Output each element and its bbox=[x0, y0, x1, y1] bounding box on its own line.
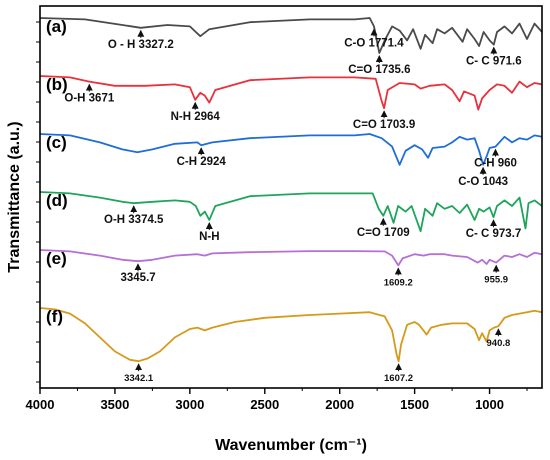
x-tick-label: 2000 bbox=[325, 397, 354, 412]
peak-annotation: C-H 2924 bbox=[177, 156, 227, 168]
series-line-f bbox=[39, 307, 543, 363]
series-line-a bbox=[39, 17, 543, 54]
plot-frame bbox=[39, 5, 543, 389]
peak-annotation: 1609.2 bbox=[384, 277, 413, 288]
x-tick-label: 4000 bbox=[26, 397, 55, 412]
peak-annotation: O - H 3327.2 bbox=[108, 39, 174, 51]
series-label: (a) bbox=[46, 17, 67, 36]
peak-annotation: C-H 960 bbox=[474, 158, 517, 170]
peak-annotation: C- C 971.6 bbox=[466, 56, 522, 68]
x-tick-label: 2500 bbox=[250, 397, 279, 412]
annotation-layer: O - H 3327.2 C=O 1735.6 C-O 1771.4 C- C 971… bbox=[64, 28, 522, 384]
x-tick-label: 3000 bbox=[175, 397, 204, 412]
x-axis-title: Wavenumber (cm⁻¹) bbox=[215, 437, 367, 454]
tick-layer: 4000 3500 3000 2500 2000 1500 1000 bbox=[26, 21, 528, 412]
series-line-b bbox=[39, 75, 543, 111]
peak-annotation: C-O 1043 bbox=[458, 176, 508, 188]
peak-annotation: C-O 1771.4 bbox=[344, 37, 404, 49]
peak-annotation: 1607.2 bbox=[384, 373, 413, 384]
y-axis-title: Transmittance (a.u.) bbox=[6, 121, 23, 272]
peak-annotation: N-H 2964 bbox=[171, 111, 221, 123]
series-line-c bbox=[39, 133, 543, 166]
series-label: (d) bbox=[46, 191, 68, 210]
series-label: (e) bbox=[46, 249, 67, 268]
peak-annotation: 3345.7 bbox=[121, 272, 156, 284]
x-tick-label: 1000 bbox=[475, 397, 504, 412]
series-label: (f) bbox=[46, 307, 63, 326]
series-label: (b) bbox=[46, 75, 68, 94]
peak-annotation: 3342.1 bbox=[124, 373, 154, 384]
peak-annotation: O-H 3671 bbox=[64, 93, 114, 105]
peak-annotation: O-H 3374.5 bbox=[104, 214, 164, 226]
series-line-e bbox=[39, 249, 543, 267]
peak-annotation: 955.9 bbox=[484, 275, 508, 286]
peak-annotation: 940.8 bbox=[487, 338, 511, 349]
series-line-d bbox=[39, 191, 543, 233]
peak-annotation: C=O 1735.6 bbox=[348, 64, 410, 76]
peak-annotation: N-H bbox=[199, 231, 219, 243]
panel-label-layer: (a) (b) (c) (d) (e) (f) bbox=[46, 17, 68, 326]
peak-annotation: C- C 973.7 bbox=[466, 228, 522, 240]
peak-annotation: C=O 1703.9 bbox=[353, 119, 415, 131]
x-tick-label: 1500 bbox=[400, 397, 429, 412]
x-tick-label: 3500 bbox=[100, 397, 129, 412]
peak-annotation: C=O 1709 bbox=[357, 227, 410, 239]
series-layer bbox=[39, 17, 543, 363]
series-label: (c) bbox=[46, 133, 67, 152]
